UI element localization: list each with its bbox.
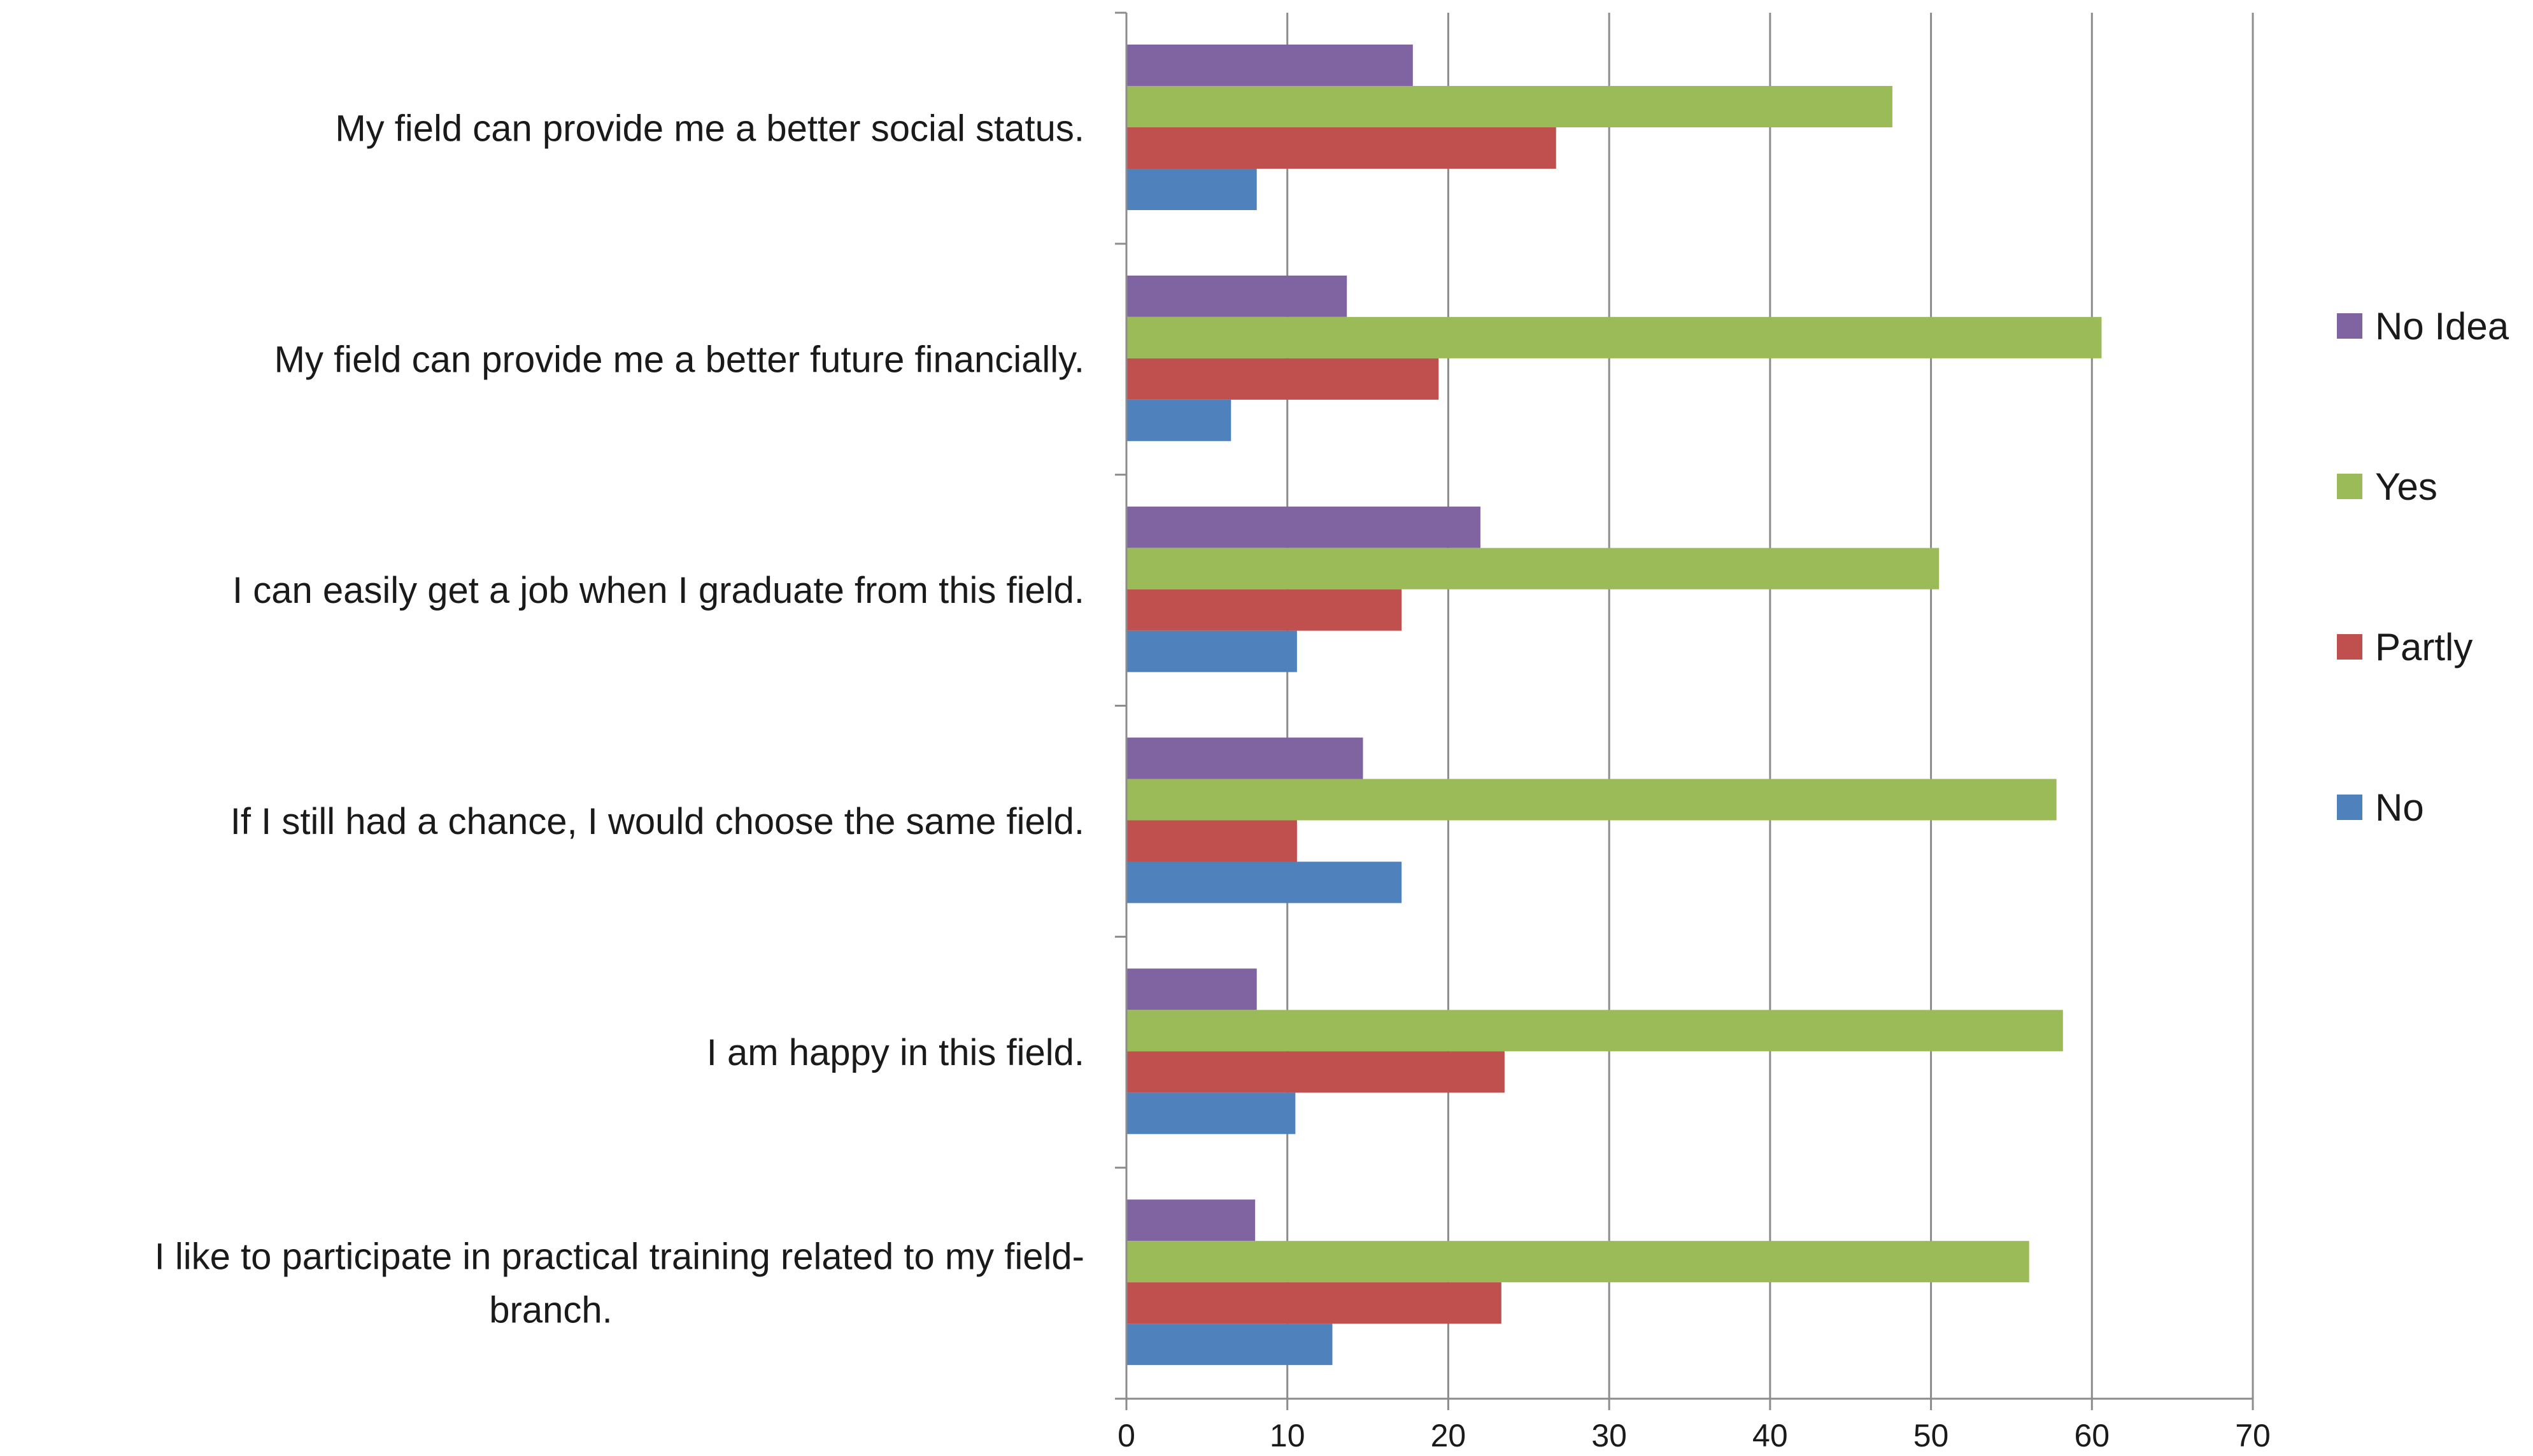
bar-yes xyxy=(1126,548,1940,590)
x-tick-label: 70 xyxy=(2235,1418,2271,1453)
category-label-line: I like to participate in practical train… xyxy=(155,1236,1084,1278)
legend-swatch-no xyxy=(2337,795,2362,820)
category-label-line: I am happy in this field. xyxy=(707,1032,1084,1073)
gridlines xyxy=(1286,13,2254,1399)
bar-no-idea xyxy=(1126,737,1363,779)
x-tick-label: 20 xyxy=(1431,1418,1466,1453)
bar-yes xyxy=(1126,86,1892,127)
bar-partly xyxy=(1126,358,1439,400)
bar-partly xyxy=(1126,589,1402,631)
bar-no-idea xyxy=(1126,275,1347,317)
category-labels: My field can provide me a better social … xyxy=(155,108,1084,1331)
bar-no-idea xyxy=(1126,506,1480,548)
legend-swatch-no-idea xyxy=(2337,313,2362,339)
x-tick-label: 60 xyxy=(2074,1418,2110,1453)
bar-partly xyxy=(1126,127,1556,169)
category-label-line: branch. xyxy=(489,1290,612,1331)
bar-no xyxy=(1126,169,1257,210)
x-tick-label: 50 xyxy=(1913,1418,1949,1453)
category-label-line: My field can provide me a better social … xyxy=(335,108,1084,149)
bar-yes xyxy=(1126,779,2057,821)
bar-no xyxy=(1126,630,1297,672)
legend: No Idea Yes Partly No xyxy=(2337,305,2509,829)
category-label-line: I can easily get a job when I graduate f… xyxy=(232,570,1084,611)
legend-label: Partly xyxy=(2375,626,2473,668)
x-tick-labels: 0 10 20 30 40 50 60 70 xyxy=(1118,1418,2271,1453)
bar-no xyxy=(1126,861,1402,903)
legend-label: No Idea xyxy=(2375,305,2509,348)
legend-label: No xyxy=(2375,786,2424,829)
bar-no-idea xyxy=(1126,1199,1256,1241)
category-label: If I still had a chance, I would choose … xyxy=(231,801,1084,842)
bar-partly xyxy=(1126,820,1297,862)
category-label: I like to participate in practical train… xyxy=(155,1236,1084,1331)
category-label: I can easily get a job when I graduate f… xyxy=(232,570,1084,611)
bar-no-idea xyxy=(1126,968,1257,1010)
bar-no-idea xyxy=(1126,45,1413,86)
bar-no xyxy=(1126,1324,1333,1366)
bar-yes xyxy=(1126,1241,2029,1283)
category-label: My field can provide me a better social … xyxy=(335,108,1084,149)
bar-no xyxy=(1126,1092,1296,1134)
bar-no xyxy=(1126,399,1231,441)
axes xyxy=(1115,11,2254,1410)
legend-swatch-partly xyxy=(2337,634,2362,660)
legend-swatch-yes xyxy=(2337,474,2362,499)
x-tick-label: 40 xyxy=(1752,1418,1788,1453)
category-label: I am happy in this field. xyxy=(707,1032,1084,1073)
bar-partly xyxy=(1126,1051,1505,1093)
legend-label: Yes xyxy=(2375,465,2437,508)
x-tick-label: 30 xyxy=(1591,1418,1627,1453)
category-label-line: If I still had a chance, I would choose … xyxy=(231,801,1084,842)
category-label-line: My field can provide me a better future … xyxy=(274,339,1084,380)
bars xyxy=(1126,45,2102,1366)
bar-yes xyxy=(1126,1010,2063,1052)
bar-partly xyxy=(1126,1282,1501,1324)
x-tick-label: 10 xyxy=(1270,1418,1305,1453)
x-tick-label: 0 xyxy=(1118,1418,1135,1453)
category-label: My field can provide me a better future … xyxy=(274,339,1084,380)
bar-yes xyxy=(1126,316,2102,358)
